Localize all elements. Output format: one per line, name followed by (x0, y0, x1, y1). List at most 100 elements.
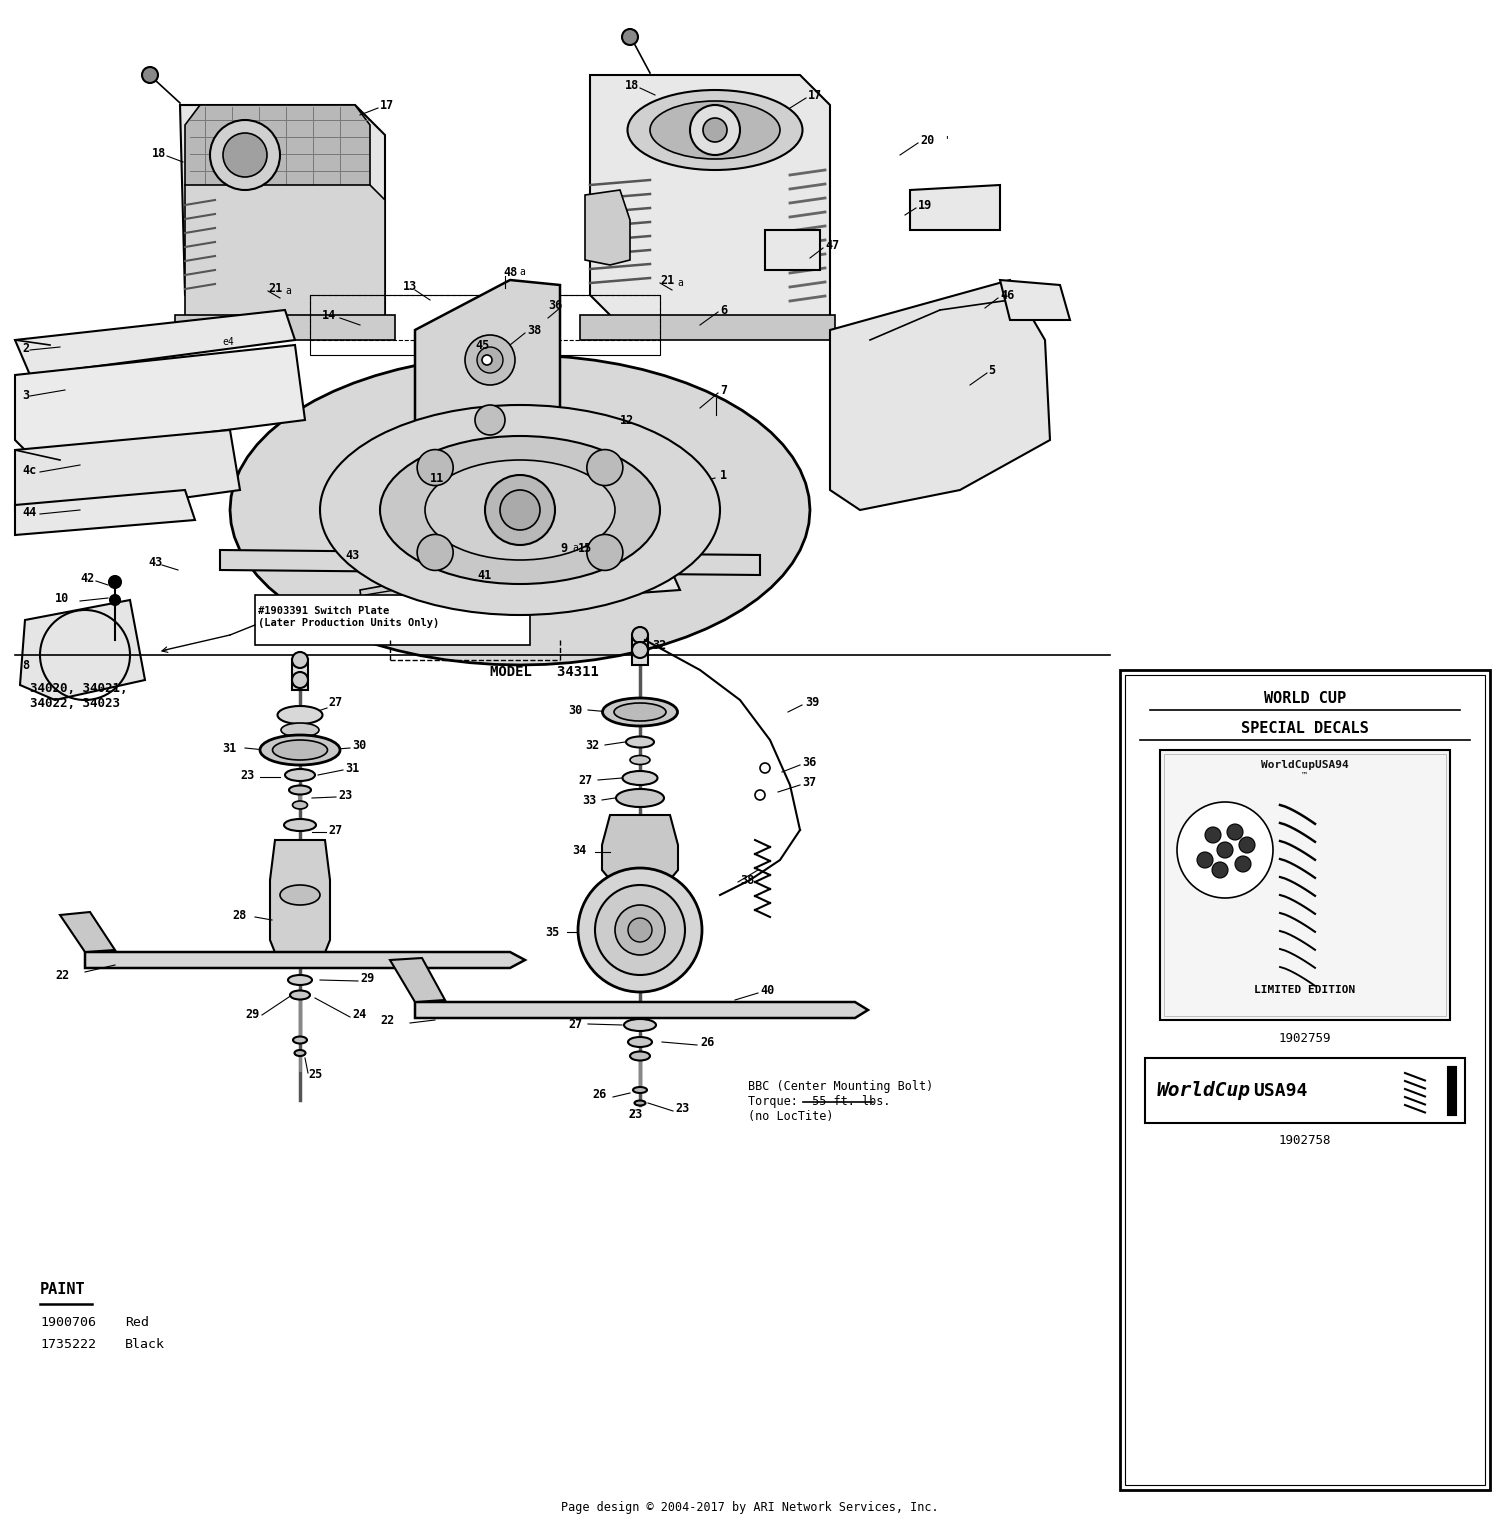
Polygon shape (15, 491, 195, 535)
Text: 36: 36 (548, 299, 562, 311)
Circle shape (586, 450, 622, 486)
Text: a: a (676, 277, 682, 288)
Text: ': ' (944, 136, 950, 145)
Text: 39: 39 (806, 695, 819, 709)
Circle shape (690, 105, 740, 155)
Circle shape (292, 672, 308, 687)
Text: 40: 40 (760, 983, 774, 997)
Bar (1144, 1058, 1466, 1123)
Circle shape (292, 652, 308, 668)
Polygon shape (15, 430, 240, 515)
Text: 29: 29 (244, 1009, 260, 1021)
Circle shape (1204, 828, 1221, 843)
Text: 22: 22 (56, 968, 69, 981)
Ellipse shape (290, 991, 310, 1000)
Polygon shape (910, 184, 1001, 230)
Circle shape (615, 905, 664, 956)
Polygon shape (184, 105, 370, 206)
Circle shape (754, 789, 765, 800)
Ellipse shape (634, 1100, 645, 1105)
Ellipse shape (616, 789, 664, 808)
Text: LIMITED EDITION: LIMITED EDITION (1254, 985, 1356, 995)
Text: 33: 33 (582, 794, 596, 806)
Text: 38: 38 (740, 873, 754, 887)
Ellipse shape (290, 785, 310, 794)
Circle shape (760, 764, 770, 773)
Ellipse shape (626, 736, 654, 747)
Text: 12: 12 (620, 413, 634, 427)
Text: 48: 48 (503, 265, 518, 279)
Ellipse shape (280, 722, 320, 738)
Circle shape (704, 117, 728, 142)
Text: 4c: 4c (22, 463, 36, 477)
Circle shape (586, 535, 622, 570)
Text: SPECIAL DECALS: SPECIAL DECALS (1240, 721, 1370, 736)
Circle shape (578, 869, 702, 992)
Text: 44: 44 (22, 506, 36, 518)
Text: 5: 5 (988, 364, 994, 376)
Text: 30: 30 (352, 739, 366, 751)
Text: a: a (285, 287, 291, 296)
Circle shape (477, 347, 502, 373)
Text: PAINT: PAINT (40, 1283, 86, 1297)
Text: 31: 31 (345, 762, 360, 774)
Bar (292, 660, 308, 690)
Polygon shape (590, 75, 830, 325)
Polygon shape (416, 1001, 868, 1018)
Text: 23: 23 (338, 788, 352, 802)
Text: 27: 27 (328, 823, 342, 837)
Circle shape (482, 355, 492, 366)
Text: 1: 1 (720, 468, 728, 482)
Ellipse shape (273, 741, 327, 760)
Text: 1735222: 1735222 (40, 1338, 96, 1350)
Text: 46: 46 (1000, 288, 1014, 302)
Text: 43: 43 (345, 549, 360, 561)
Circle shape (1212, 863, 1228, 878)
Polygon shape (830, 280, 1050, 511)
Text: 14: 14 (322, 308, 336, 322)
Text: 23: 23 (675, 1102, 688, 1114)
Polygon shape (180, 105, 386, 325)
Text: WorldCupUSA94: WorldCupUSA94 (1262, 760, 1348, 770)
Text: Page design © 2004-2017 by ARI Network Services, Inc.: Page design © 2004-2017 by ARI Network S… (561, 1501, 939, 1515)
Text: 17: 17 (380, 99, 394, 111)
Ellipse shape (614, 703, 666, 721)
Text: WorldCup: WorldCup (1156, 1081, 1251, 1100)
Circle shape (210, 120, 280, 190)
Ellipse shape (284, 818, 316, 831)
Ellipse shape (633, 1087, 646, 1093)
Circle shape (596, 885, 686, 975)
Ellipse shape (630, 1052, 650, 1061)
Circle shape (500, 491, 540, 530)
Text: 30: 30 (568, 704, 582, 716)
Polygon shape (15, 309, 296, 375)
Circle shape (1197, 852, 1214, 869)
Polygon shape (184, 184, 386, 325)
Bar (1120, 671, 1490, 1490)
Circle shape (1216, 841, 1233, 858)
Text: 47: 47 (825, 238, 839, 251)
Text: a: a (519, 267, 525, 277)
Polygon shape (570, 546, 680, 594)
Text: 22: 22 (380, 1013, 394, 1027)
Bar (310, 296, 660, 355)
Bar (632, 636, 648, 664)
Text: 21: 21 (660, 273, 674, 287)
Polygon shape (86, 952, 525, 968)
Text: ™: ™ (1302, 771, 1308, 779)
Text: Black: Black (124, 1338, 165, 1350)
Text: 11: 11 (430, 471, 444, 485)
Text: 1900706: 1900706 (40, 1315, 96, 1329)
Ellipse shape (624, 1020, 656, 1032)
Polygon shape (602, 815, 678, 882)
Polygon shape (176, 315, 394, 340)
Text: 37: 37 (802, 776, 816, 788)
Text: 15: 15 (578, 541, 592, 555)
Text: 10: 10 (56, 591, 69, 605)
Text: 26: 26 (700, 1035, 714, 1049)
Ellipse shape (630, 756, 650, 765)
Polygon shape (585, 190, 630, 265)
Text: 1902758: 1902758 (1278, 1134, 1330, 1148)
Ellipse shape (285, 770, 315, 780)
Text: 38: 38 (526, 323, 542, 337)
